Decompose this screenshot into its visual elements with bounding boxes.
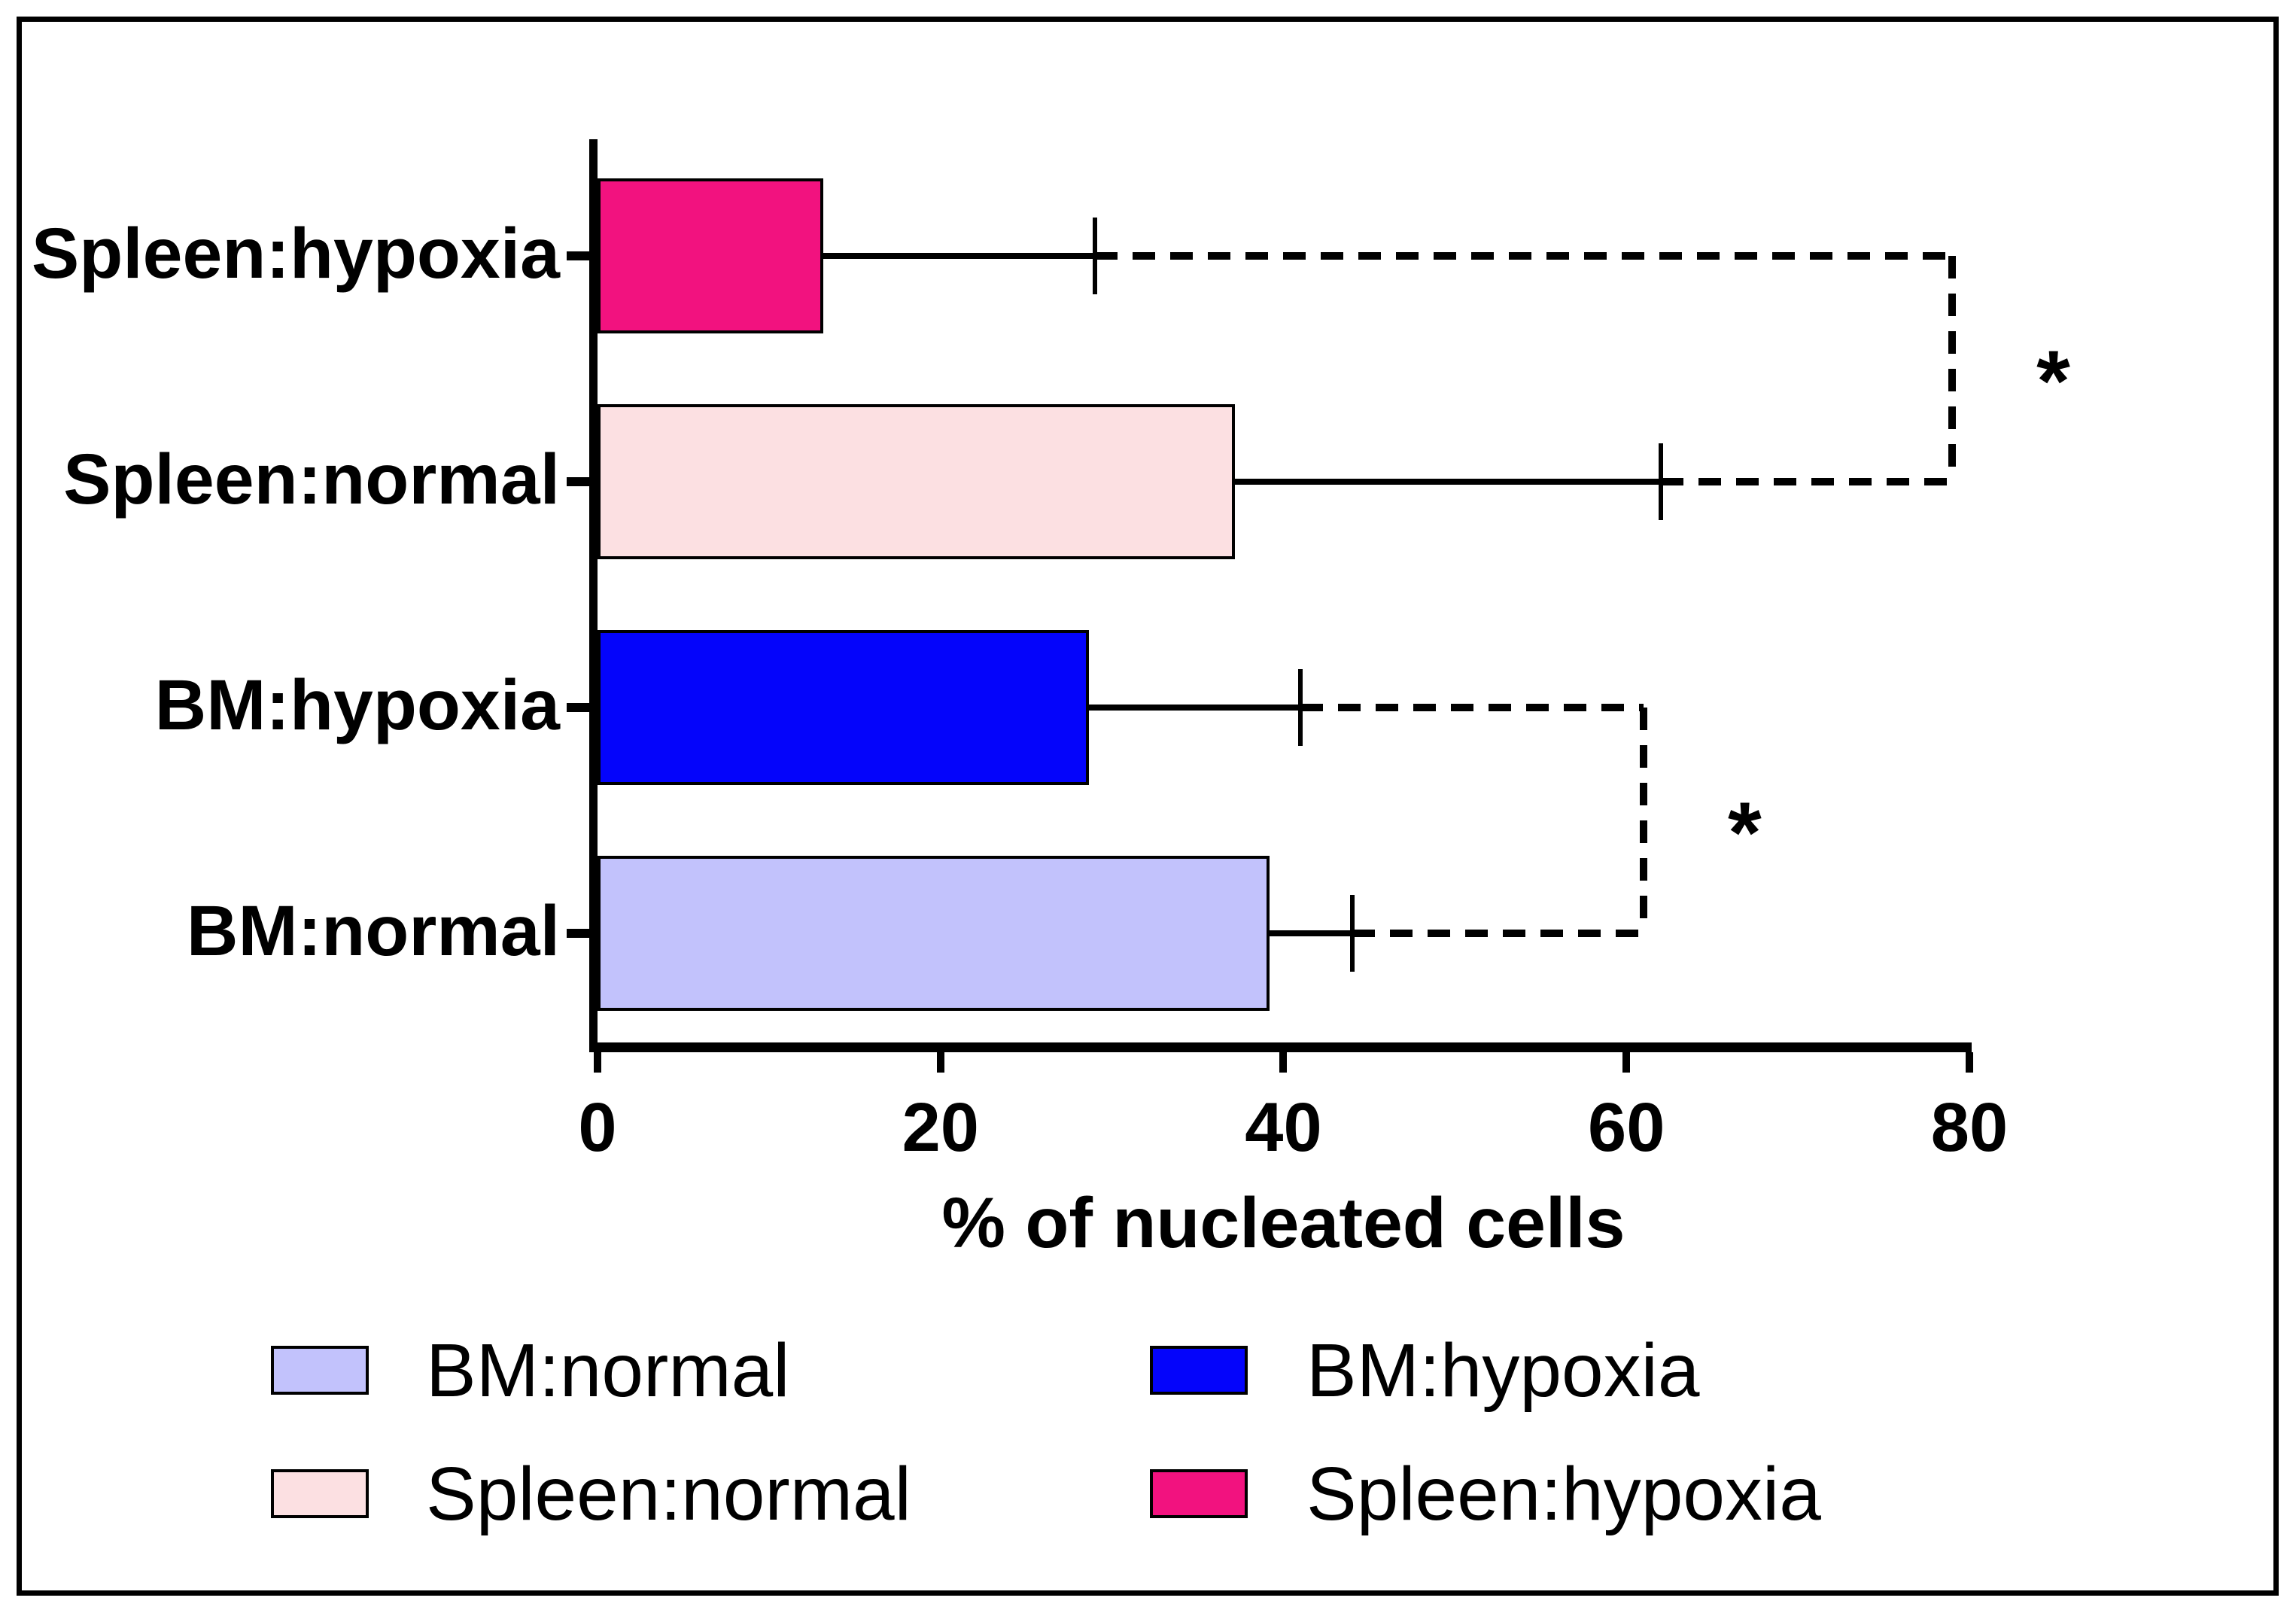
bar: [598, 178, 824, 333]
legend-label: BM:normal: [426, 1328, 790, 1413]
category-tick: [567, 929, 589, 938]
y-axis-line: [589, 139, 598, 1052]
category-tick: [567, 251, 589, 260]
x-axis-tick: [1622, 1052, 1631, 1073]
x-axis-tick: [1279, 1052, 1288, 1073]
error-bar-line: [1266, 930, 1352, 936]
significance-asterisk: *: [1728, 785, 1762, 881]
category-label: Spleen:hypoxia: [31, 214, 560, 294]
legend-label: BM:hypoxia: [1306, 1328, 1700, 1413]
significance-dashed-line: [1300, 704, 1644, 711]
figure-border: [17, 17, 2279, 1596]
x-tick-label: 20: [902, 1089, 979, 1166]
x-tick-label: 80: [1930, 1089, 2009, 1166]
category-label: Spleen:normal: [63, 440, 560, 519]
significance-asterisk: *: [2036, 333, 2070, 430]
x-axis-tick: [594, 1052, 601, 1073]
legend-label: Spleen:hypoxia: [1306, 1451, 1821, 1536]
x-tick-label: 40: [1245, 1089, 1322, 1166]
legend-swatch: [271, 1346, 369, 1395]
category-label: BM:normal: [186, 891, 560, 971]
bar: [598, 404, 1236, 559]
significance-dashed-line: [1352, 930, 1644, 937]
bar: [598, 856, 1270, 1011]
x-tick-label: 0: [578, 1089, 617, 1166]
category-tick: [567, 477, 589, 486]
x-axis-tick: [1965, 1052, 1973, 1073]
x-axis-line: [589, 1042, 1972, 1052]
significance-dashed-line: [1640, 708, 1647, 933]
x-axis-tick: [936, 1052, 944, 1073]
significance-dashed-line: [1094, 252, 1953, 260]
error-bar-line: [820, 253, 1095, 259]
error-bar-line: [1232, 479, 1661, 485]
significance-dashed-line: [1660, 478, 1953, 485]
category-tick: [567, 703, 589, 712]
legend-label: Spleen:normal: [426, 1451, 911, 1536]
legend-swatch: [1150, 1469, 1248, 1518]
significance-dashed-line: [1948, 256, 1957, 482]
error-bar-line: [1086, 705, 1301, 711]
category-label: BM:hypoxia: [154, 665, 560, 745]
x-tick-label: 60: [1588, 1089, 1665, 1166]
legend-swatch: [271, 1469, 369, 1518]
legend-swatch: [1150, 1346, 1248, 1395]
x-axis-title: % of nucleated cells: [941, 1183, 1625, 1263]
